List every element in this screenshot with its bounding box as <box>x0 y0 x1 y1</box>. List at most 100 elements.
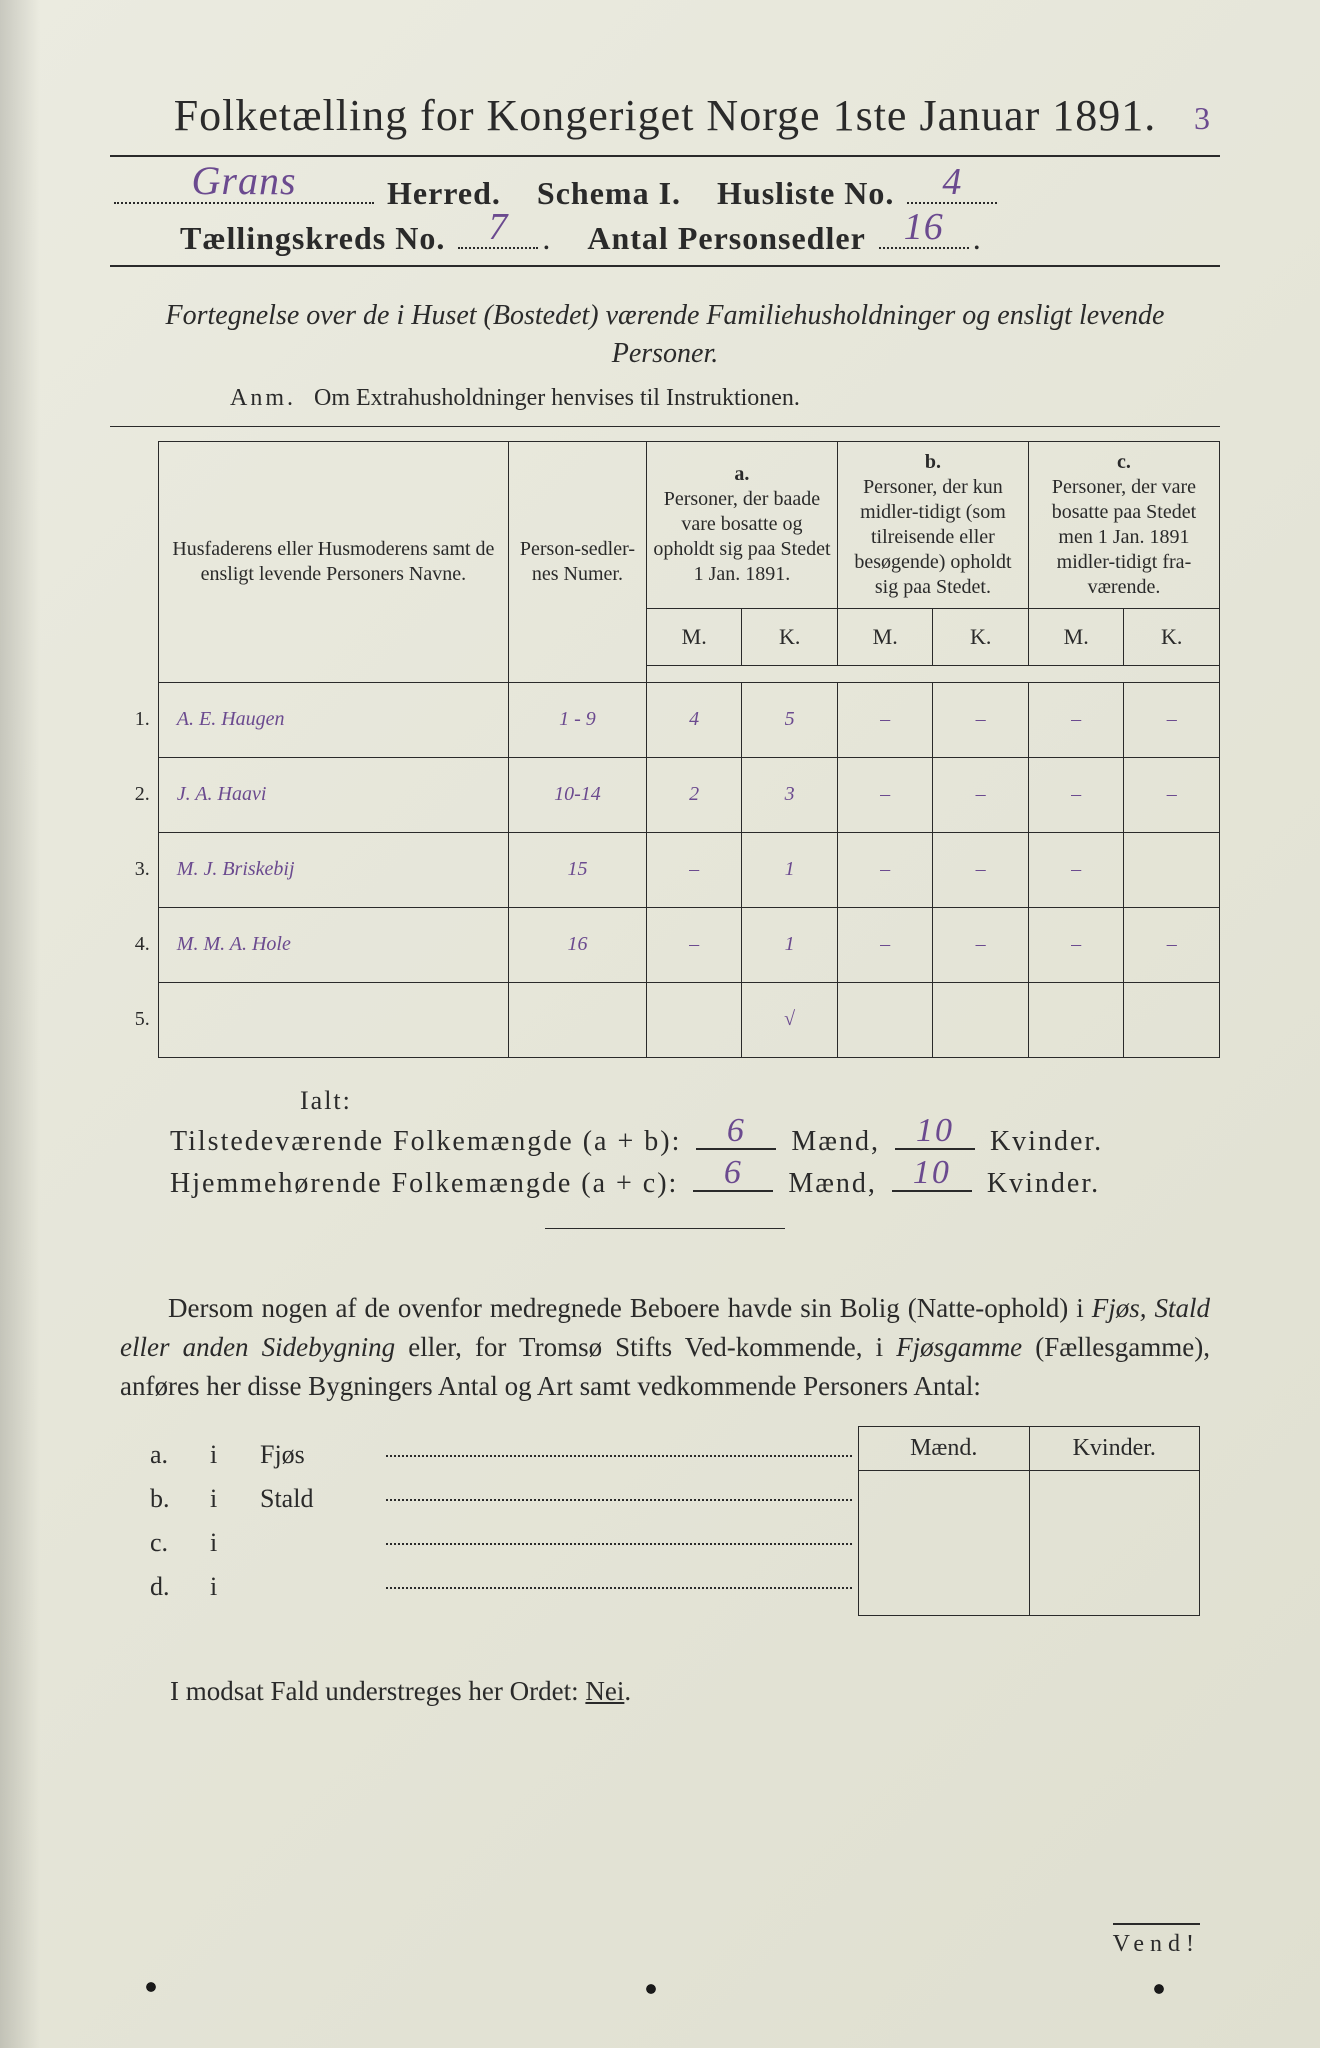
byg-row: c.i <box>150 1528 858 1558</box>
byg-row-letter: d. <box>150 1572 210 1602</box>
nummer-cell: 10-14 <box>508 757 646 832</box>
totals2-k: 10 <box>892 1154 972 1192</box>
name-cell: M. M. A. Hole <box>158 907 508 982</box>
byg-row-dots <box>386 1543 852 1545</box>
name-cell <box>158 982 508 1057</box>
byg-row-i: i <box>210 1572 260 1602</box>
cM-cell: – <box>1028 832 1124 907</box>
totals1-m: 6 <box>696 1112 776 1150</box>
maend-label-1: Mænd, <box>791 1126 880 1157</box>
top-right-annotation: 3 <box>1194 100 1210 137</box>
table-body: 1.A. E. Haugen1 - 945––––2.J. A. Haavi10… <box>110 682 1220 1057</box>
anm-text: Om Extrahusholdninger henvises til Instr… <box>314 385 800 411</box>
byg-col-kvinder: Kvinder. <box>1029 1426 1200 1615</box>
anm-rule <box>110 426 1220 427</box>
row-number: 1. <box>110 682 158 757</box>
a-label: a. <box>734 463 749 485</box>
byg-head-kvinder: Kvinder. <box>1030 1426 1200 1471</box>
bK-cell: – <box>933 757 1029 832</box>
footer-pre: I modsat Fald understreges her Ordet: <box>170 1676 585 1706</box>
aM-cell: – <box>646 832 742 907</box>
byg-row-name: Fjøs <box>260 1440 380 1470</box>
row-number: 2. <box>110 757 158 832</box>
aM-cell: 4 <box>646 682 742 757</box>
byg-col-maend: Mænd. <box>859 1426 1029 1615</box>
bK-cell: – <box>933 682 1029 757</box>
table-row: 4.M. M. A. Hole16–1–––– <box>110 907 1220 982</box>
bK-cell: – <box>933 832 1029 907</box>
maend-label-2: Mænd, <box>788 1168 877 1199</box>
left-shadow <box>0 0 40 2048</box>
cM-cell <box>1028 982 1124 1057</box>
footer-period: . <box>624 1676 631 1706</box>
cK-cell <box>1124 982 1220 1057</box>
totals2-m: 6 <box>693 1154 773 1192</box>
bM-cell: – <box>837 907 933 982</box>
byg-row-i: i <box>210 1484 260 1514</box>
col-head-c: c. Personer, der vare bosatte paa Stedet… <box>1028 441 1219 608</box>
a-text: Personer, der baade vare bosatte og opho… <box>653 488 830 585</box>
byg-row-dots <box>386 1455 852 1457</box>
bK-cell <box>933 982 1029 1057</box>
byg-row-dots <box>386 1587 852 1589</box>
c-text: Personer, der vare bosatte paa Stedet me… <box>1052 476 1196 598</box>
kreds-label: Tællingskreds No. <box>180 220 445 256</box>
antal-label: Antal Personsedler <box>587 220 865 256</box>
c-label: c. <box>1117 451 1131 473</box>
cM-cell: – <box>1028 682 1124 757</box>
kreds-field: 7 <box>458 247 538 249</box>
b-text: Personer, der kun midler-tidigt (som til… <box>854 476 1011 598</box>
aK-cell: √ <box>742 982 838 1057</box>
cK-cell: – <box>1124 907 1220 982</box>
totals2-k-field: 10 <box>892 1190 972 1192</box>
byg-row: d.i <box>150 1572 858 1602</box>
aK-cell: 5 <box>742 682 838 757</box>
col-head-nummer: Person-sedler-nes Numer. <box>508 441 646 682</box>
totals-rule <box>545 1228 785 1229</box>
totals-line-2: Hjemmehørende Folkemængde (a + c): 6 Mæn… <box>170 1168 1220 1200</box>
aK-cell: 3 <box>742 757 838 832</box>
cM-cell: – <box>1028 757 1124 832</box>
row-number: 4. <box>110 907 158 982</box>
cK-cell <box>1124 832 1220 907</box>
husliste-value: 4 <box>907 160 997 204</box>
hole-icon <box>1148 1978 1170 2000</box>
bK-cell: – <box>933 907 1029 982</box>
bygning-paragraph: Dersom nogen af de ovenfor medregnede Be… <box>120 1289 1210 1406</box>
husliste-label: Husliste No. <box>717 175 894 211</box>
cM-cell: – <box>1028 907 1124 982</box>
table-row: 5. √ <box>110 982 1220 1057</box>
a-M: M. <box>646 608 742 665</box>
nummer-cell: 16 <box>508 907 646 982</box>
byg-row-i: i <box>210 1440 260 1470</box>
footer-line: I modsat Fald understreges her Ordet: Ne… <box>170 1676 1220 1707</box>
antal-value: 16 <box>879 205 969 249</box>
bM-cell: – <box>837 682 933 757</box>
bygning-table: a.iFjøsb.iStaldc.id.i Mænd. Kvinder. <box>150 1426 1200 1616</box>
byg-head-maend: Mænd. <box>859 1426 1029 1471</box>
hole-icon <box>640 1978 662 2000</box>
bM-cell <box>837 982 933 1057</box>
antal-field: 16 <box>879 247 969 249</box>
spacer <box>646 665 1219 682</box>
bM-cell: – <box>837 832 933 907</box>
totals2-m-field: 6 <box>693 1190 773 1192</box>
census-table: Husfaderens eller Husmoderens samt de en… <box>110 441 1220 1058</box>
header-rule <box>110 265 1220 267</box>
bM-cell: – <box>837 757 933 832</box>
aM-cell <box>646 982 742 1057</box>
byg-row-letter: c. <box>150 1528 210 1558</box>
row-number: 5. <box>110 982 158 1057</box>
totals2-label: Hjemmehørende Folkemængde (a + c): <box>170 1168 678 1199</box>
name-cell: J. A. Haavi <box>158 757 508 832</box>
schema-label: Schema I. <box>537 175 681 211</box>
table-row: 2.J. A. Haavi10-1423–––– <box>110 757 1220 832</box>
herred-field: Grans <box>114 202 374 204</box>
cK-cell: – <box>1124 682 1220 757</box>
census-form-page: 3 Folketælling for Kongeriget Norge 1ste… <box>0 0 1320 2048</box>
kvinder-label-2: Kvinder. <box>987 1168 1100 1199</box>
totals1-label: Tilstedeværende Folkemængde (a + b): <box>170 1126 681 1157</box>
kreds-value: 7 <box>458 205 538 249</box>
name-cell: A. E. Haugen <box>158 682 508 757</box>
nummer-cell: 1 - 9 <box>508 682 646 757</box>
